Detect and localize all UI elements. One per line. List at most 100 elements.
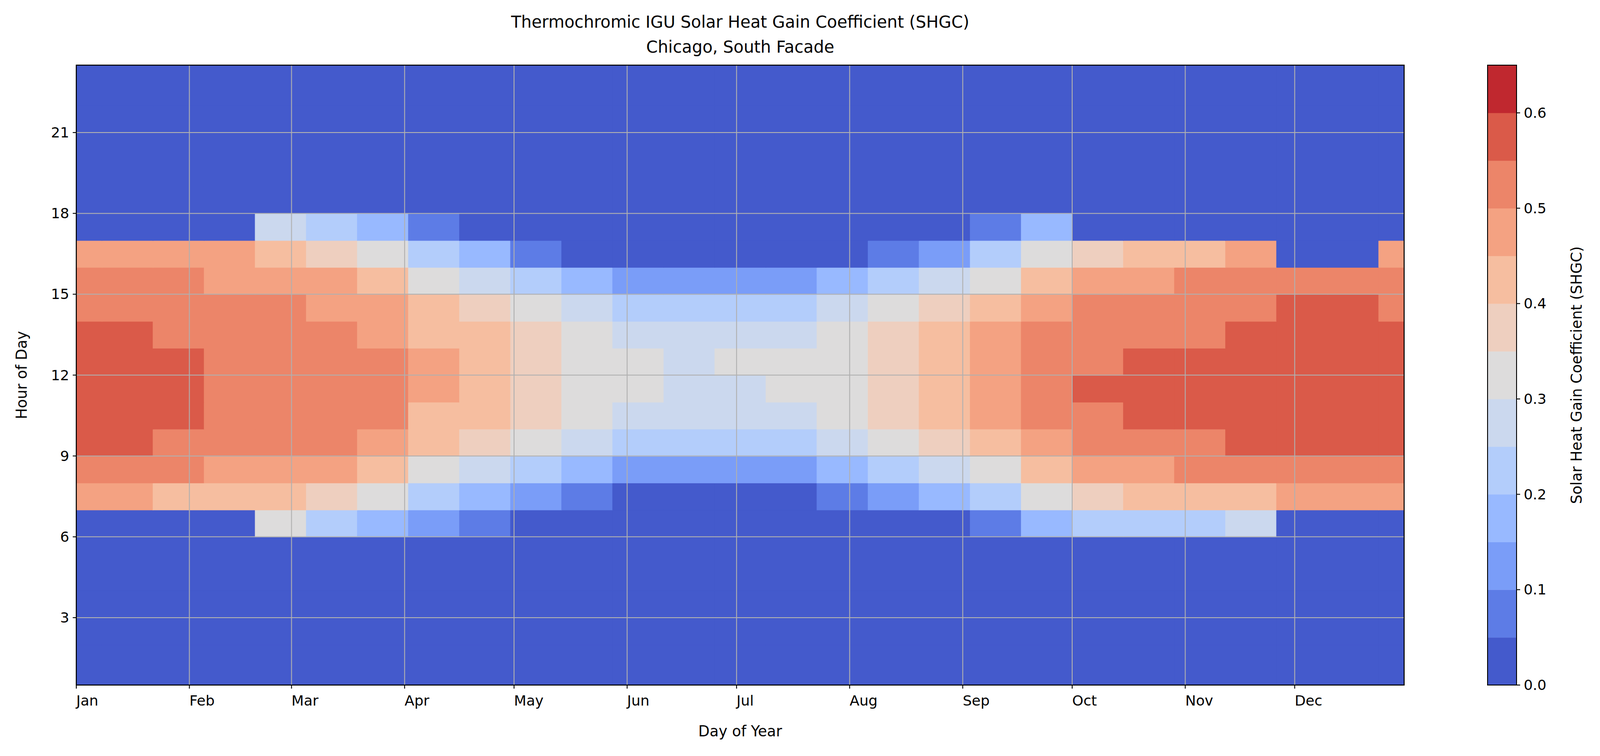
cell xyxy=(663,563,715,591)
cell xyxy=(969,509,1022,537)
cell xyxy=(510,644,562,672)
cell xyxy=(714,267,767,295)
cell xyxy=(1021,159,1073,187)
cell xyxy=(1072,455,1124,484)
cell xyxy=(203,159,256,187)
grid-line xyxy=(76,455,1405,457)
cell xyxy=(76,78,103,106)
cell xyxy=(714,240,767,268)
cell xyxy=(255,159,307,187)
cell xyxy=(765,617,817,645)
cell xyxy=(816,563,869,591)
cell xyxy=(510,428,562,456)
cell xyxy=(203,428,256,456)
colorbar-band xyxy=(1487,112,1517,161)
cell xyxy=(969,536,1022,564)
cell xyxy=(1276,402,1328,430)
cell xyxy=(306,132,358,160)
cell xyxy=(1327,105,1379,133)
cell xyxy=(1327,321,1379,349)
cell xyxy=(459,617,511,645)
cell xyxy=(76,132,103,160)
cell xyxy=(1225,375,1277,403)
colorbar-tick-label: 0.0 xyxy=(1523,676,1547,694)
cell xyxy=(408,294,460,322)
cell xyxy=(408,482,460,510)
cell xyxy=(867,105,920,133)
cell xyxy=(459,590,511,618)
cell xyxy=(101,590,154,618)
colorbar-band xyxy=(1487,446,1517,495)
cell xyxy=(1378,267,1405,295)
cell xyxy=(1174,509,1226,537)
x-tick-label: Sep xyxy=(962,692,990,709)
cell xyxy=(1378,590,1405,618)
cell xyxy=(1225,402,1277,430)
cell xyxy=(408,617,460,645)
cell xyxy=(765,563,817,591)
cell xyxy=(663,536,715,564)
cell xyxy=(1072,213,1124,241)
cell xyxy=(1225,509,1277,537)
colorbar-band xyxy=(1487,637,1517,685)
cell xyxy=(765,671,817,685)
cell xyxy=(203,186,256,214)
cell xyxy=(1021,321,1073,349)
cell xyxy=(714,563,767,591)
cell xyxy=(357,482,409,510)
cell xyxy=(1021,105,1073,133)
cell xyxy=(510,617,562,645)
cell xyxy=(663,321,715,349)
x-tick-label: Feb xyxy=(189,692,215,709)
cell xyxy=(714,348,767,376)
cell xyxy=(816,132,869,160)
cell xyxy=(1378,294,1405,322)
y-tick-label: 6 xyxy=(60,528,70,546)
cell xyxy=(357,159,409,187)
cell xyxy=(306,671,358,685)
cell xyxy=(612,644,664,672)
cell xyxy=(714,65,767,79)
cell xyxy=(1123,590,1175,618)
cell xyxy=(1174,65,1226,79)
cell xyxy=(1174,132,1226,160)
cell xyxy=(612,78,664,106)
cell xyxy=(203,402,256,430)
cell xyxy=(561,617,613,645)
grid-line xyxy=(76,212,1405,214)
colorbar-tick xyxy=(1516,588,1521,590)
cell xyxy=(101,348,154,376)
cell xyxy=(561,590,613,618)
frame xyxy=(76,65,1405,685)
cell xyxy=(1276,590,1328,618)
cell xyxy=(255,536,307,564)
cell xyxy=(153,267,205,295)
cell xyxy=(816,105,869,133)
cell xyxy=(969,428,1022,456)
cell xyxy=(101,402,154,430)
cell xyxy=(663,159,715,187)
cell xyxy=(816,671,869,685)
cell xyxy=(76,509,103,537)
cell xyxy=(1276,321,1328,349)
cell xyxy=(306,590,358,618)
cell xyxy=(612,402,664,430)
cell xyxy=(408,455,460,484)
cell xyxy=(76,455,103,484)
cell xyxy=(1174,482,1226,510)
cell xyxy=(765,590,817,618)
cell xyxy=(1327,455,1379,484)
cell xyxy=(816,482,869,510)
cell xyxy=(76,186,103,214)
y-tick xyxy=(72,293,77,295)
cell xyxy=(101,294,154,322)
cell xyxy=(255,671,307,685)
cell xyxy=(459,186,511,214)
cell xyxy=(816,428,869,456)
cell xyxy=(816,78,869,106)
cell xyxy=(357,105,409,133)
cell xyxy=(714,428,767,456)
cell xyxy=(76,213,103,241)
cell xyxy=(1021,186,1073,214)
x-tick xyxy=(962,684,964,689)
